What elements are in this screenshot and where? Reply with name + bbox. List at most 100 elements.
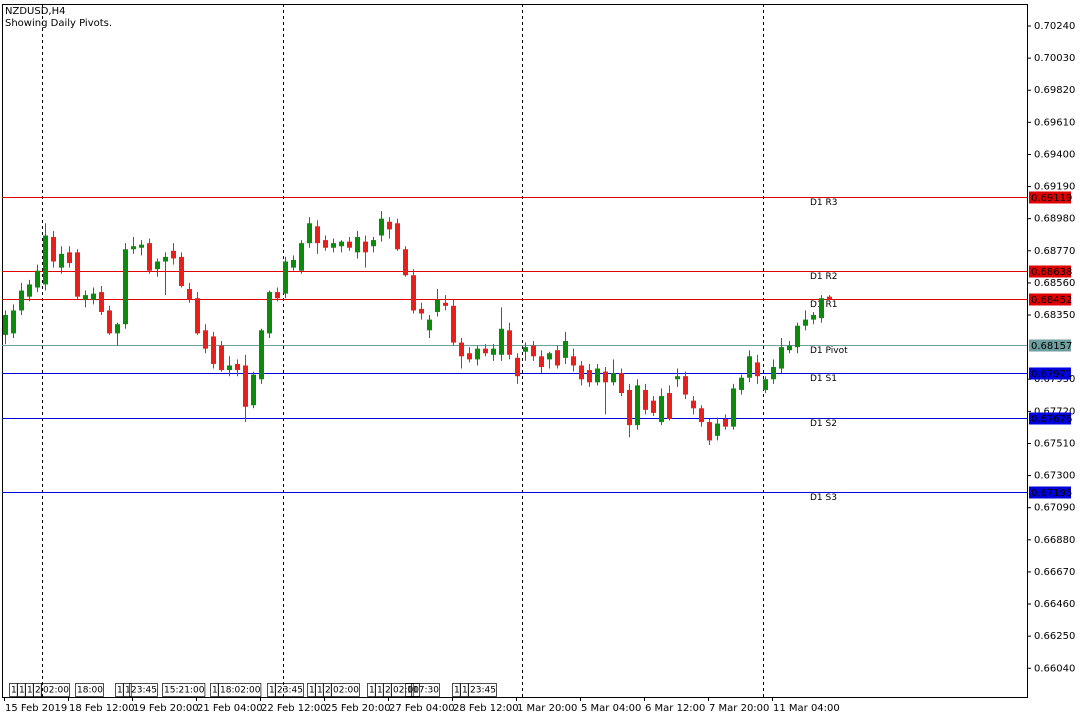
candle-body (795, 325, 800, 348)
chart-title: NZDUSD,H4 (5, 6, 65, 17)
y-tick-label: 0.68770 (1034, 246, 1075, 257)
price-label-box (1029, 367, 1071, 380)
price-label: 0.68157 (1031, 341, 1072, 352)
y-tick-label: 0.68560 (1034, 278, 1075, 289)
candle-body (91, 293, 96, 300)
candle-body (115, 324, 120, 334)
candle-body (251, 374, 256, 406)
candle-body (387, 221, 392, 230)
x-tick-label: 28 Feb 12:00 (453, 703, 519, 714)
candle-body (315, 226, 320, 244)
candle-body (827, 296, 832, 300)
session-label: 23:45 (470, 686, 496, 696)
y-tick-label: 0.69610 (1034, 117, 1075, 128)
x-tick-label: 21 Feb 04:00 (197, 703, 263, 714)
session-box (129, 683, 158, 697)
candle-body (147, 243, 152, 271)
candle-body (427, 319, 432, 331)
y-tick-label: 0.69400 (1034, 149, 1075, 160)
session-label: 02:00 (393, 686, 419, 696)
price-label: 0.67676 (1031, 414, 1072, 425)
y-tick-label: 0.67720 (1034, 406, 1075, 417)
y-tick-label: 0.66460 (1034, 599, 1075, 610)
y-tick-label: 0.66880 (1034, 535, 1075, 546)
candle-body (747, 356, 752, 378)
candle-body (483, 348, 488, 354)
session-box (123, 683, 132, 697)
candle-body (323, 240, 328, 248)
candle-body (451, 305, 456, 343)
y-tick-label: 0.69820 (1034, 85, 1075, 96)
x-tick-label: 1 Mar 20:00 (517, 703, 577, 714)
candle-body (163, 256, 168, 262)
price-label-box (1029, 293, 1071, 306)
session-label: 1 (462, 686, 468, 696)
candle-body (811, 315, 816, 320)
price-label: 0.68638 (1031, 267, 1072, 278)
pivot-name: D1 R3 (810, 198, 838, 208)
candle-body (515, 357, 520, 377)
session-box (411, 683, 440, 697)
candle-body (139, 244, 144, 248)
candle-body (123, 249, 128, 325)
y-tick-label: 0.69190 (1034, 182, 1075, 193)
candle-body (371, 240, 376, 247)
candle-body (419, 308, 424, 314)
candle-body (219, 345, 224, 371)
candle-body (443, 302, 448, 306)
candle-body (731, 388, 736, 427)
session-box (405, 683, 414, 697)
session-label: 1 (369, 686, 375, 696)
candle-body (3, 315, 8, 335)
candle-body (611, 373, 616, 383)
candle-body (507, 330, 512, 355)
candle-body (259, 330, 264, 380)
candle-body (35, 270, 40, 288)
session-box (41, 683, 70, 697)
price-label-box (1029, 191, 1071, 204)
candle-body (571, 356, 576, 366)
session-label: 1 (19, 686, 25, 696)
session-label: 1 (309, 686, 315, 696)
candle-body (307, 223, 312, 244)
pivot-name: D1 S3 (810, 493, 837, 503)
candle-body (99, 292, 104, 312)
candle-body (395, 223, 400, 250)
x-tick-label: 19 Feb 20:00 (133, 703, 199, 714)
y-tick-label: 0.67510 (1034, 438, 1075, 449)
x-tick-label: 11 Mar 04:00 (773, 703, 840, 714)
candle-body (595, 368, 600, 383)
candle-body (699, 408, 704, 423)
candle-body (187, 289, 192, 300)
candle-body (331, 243, 336, 248)
y-tick-label: 0.67300 (1034, 471, 1075, 482)
y-tick-label: 0.68980 (1034, 214, 1075, 225)
y-tick-label: 0.67930 (1034, 374, 1075, 385)
x-tick-label: 15 Feb 2019 (5, 703, 67, 714)
pivot-name: D1 Pivot (810, 346, 848, 356)
candle-body (339, 241, 344, 247)
y-tick-label: 0.66250 (1034, 631, 1075, 642)
candle-body (787, 345, 792, 351)
candle-body (51, 237, 56, 262)
session-label: 1 (117, 686, 123, 696)
price-label-box (1029, 339, 1071, 352)
session-label: 2 (35, 686, 41, 696)
session-label: 02:00 (333, 686, 359, 696)
candle-body (715, 423, 720, 436)
chart-subtitle: Showing Daily Pivots. (5, 18, 112, 29)
price-label-box (1029, 265, 1071, 278)
session-box (162, 683, 206, 697)
candle-body (203, 330, 208, 349)
candle-body (707, 422, 712, 441)
y-tick-label: 0.68350 (1034, 310, 1075, 321)
session-label: 1 (454, 686, 460, 696)
candle-body (171, 250, 176, 259)
candle-body (467, 353, 472, 360)
session-label: 23:45 (131, 686, 157, 696)
plot-frame (2, 4, 1028, 698)
candle-body (379, 218, 384, 236)
session-label: 1 (269, 686, 275, 696)
session-label: 2 (385, 686, 391, 696)
